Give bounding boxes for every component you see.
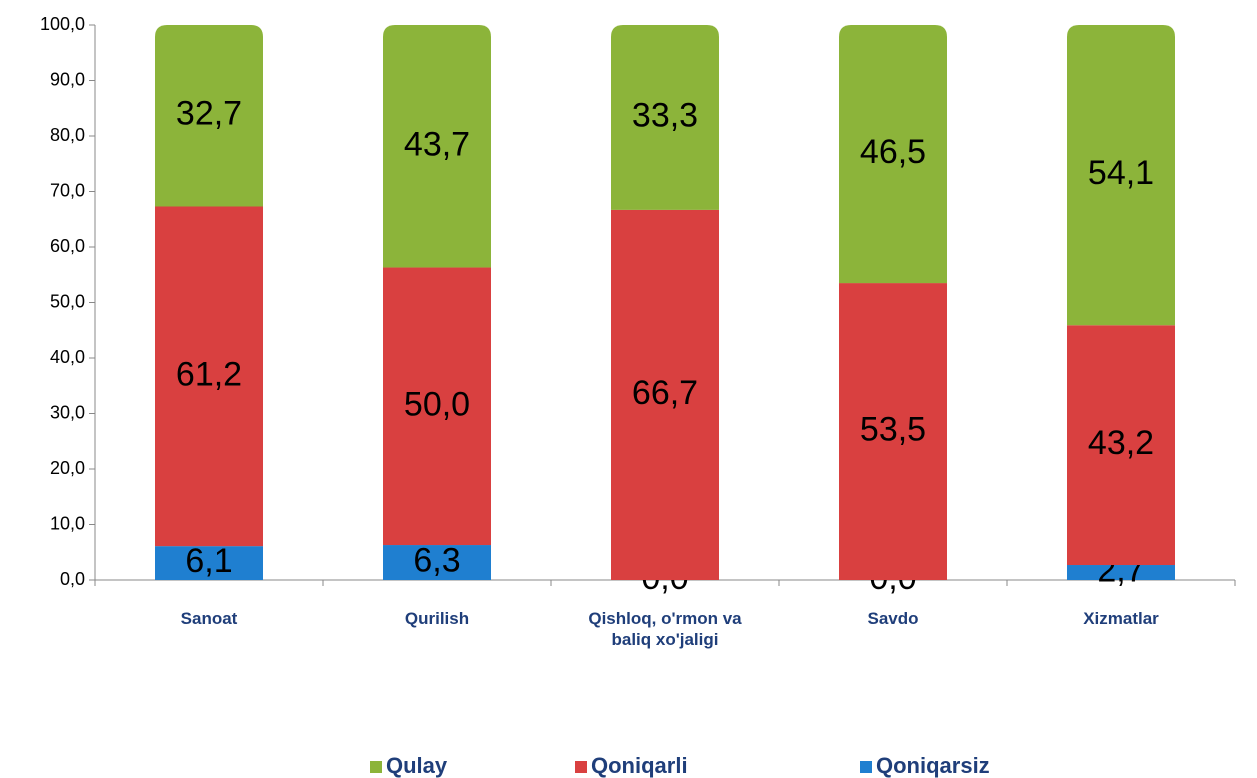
bar-segment: [611, 25, 719, 210]
data-label: 43,7: [404, 125, 470, 163]
data-label: 50,0: [404, 385, 470, 423]
bar-segment: [839, 283, 947, 580]
bar-segment: [383, 267, 491, 546]
y-tick-label: 50,0: [50, 291, 85, 311]
bar-segment: [1067, 25, 1175, 326]
bar-segment: [155, 25, 263, 207]
legend-swatch: [370, 761, 382, 773]
bar-segment: [1067, 565, 1175, 580]
data-label: 6,1: [185, 542, 232, 580]
y-tick-label: 10,0: [50, 513, 85, 533]
bar-segment: [383, 545, 491, 580]
bar-segment: [155, 546, 263, 580]
data-label: 43,2: [1088, 424, 1154, 462]
legend-label: Qulay: [386, 753, 448, 778]
y-tick-label: 70,0: [50, 180, 85, 200]
x-tick-label: Savdo: [867, 609, 919, 628]
data-label: 61,2: [176, 355, 242, 393]
bar-segment: [383, 25, 491, 268]
legend-swatch: [575, 761, 587, 773]
y-tick-label: 60,0: [50, 236, 85, 256]
x-tick-label: Sanoat: [180, 609, 238, 628]
bar-segment: [1067, 325, 1175, 566]
legend-label: Qoniqarli: [591, 753, 688, 778]
data-label: 54,1: [1088, 154, 1154, 192]
y-tick-label: 80,0: [50, 125, 85, 145]
data-label: 46,5: [860, 133, 926, 171]
data-label: 6,3: [413, 542, 460, 580]
bar-segment: [839, 25, 947, 284]
y-tick-label: 30,0: [50, 402, 85, 422]
data-label: 66,7: [632, 374, 698, 412]
y-tick-label: 90,0: [50, 69, 85, 89]
legend-label: Qoniqarsiz: [876, 753, 990, 778]
y-tick-label: 40,0: [50, 347, 85, 367]
bar-segment: [611, 209, 719, 580]
y-tick-label: 0,0: [60, 569, 85, 589]
data-label: 32,7: [176, 95, 242, 133]
x-tick-label: Xizmatlar: [1083, 609, 1159, 628]
legend-swatch: [860, 761, 872, 773]
bar-segment: [155, 206, 263, 547]
y-tick-label: 20,0: [50, 458, 85, 478]
x-tick-label: Qishloq, o'rmon va baliq xo'jaligi: [588, 609, 742, 649]
x-tick-label: Qurilish: [404, 609, 470, 628]
data-label: 33,3: [632, 96, 698, 134]
y-tick-label: 100,0: [40, 14, 85, 34]
data-label: 53,5: [860, 411, 926, 449]
